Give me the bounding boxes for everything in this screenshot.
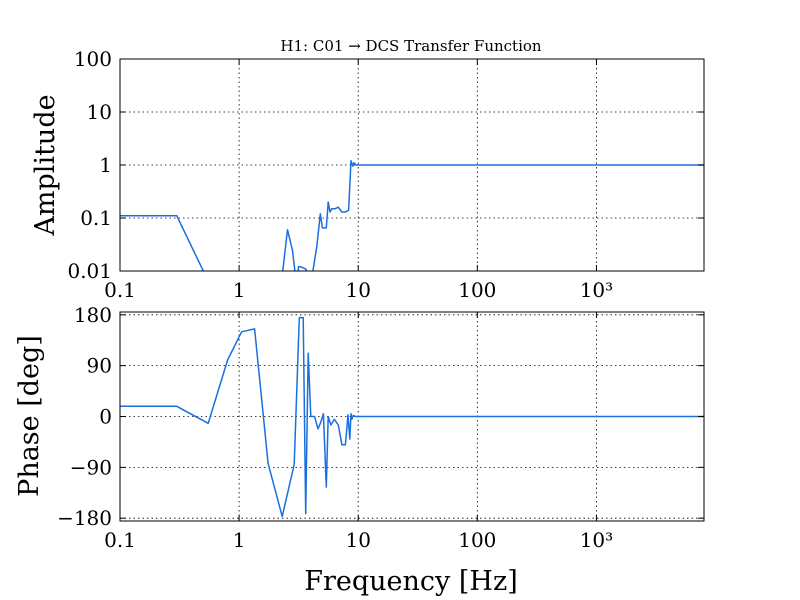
phase-series-line: [120, 316, 704, 518]
amplitude-y-tick-label: 1: [99, 153, 112, 177]
phase-x-tick-label: 1: [233, 528, 246, 552]
phase-y-tick-label: 0: [99, 405, 112, 429]
amplitude-y-tick-label: 100: [74, 47, 112, 71]
amplitude-y-tick-label: 0.1: [80, 206, 112, 230]
phase-x-tick-label: 100: [458, 528, 496, 552]
phase-y-tick-label: −90: [70, 455, 112, 479]
frequency-x-axis-label: Frequency [Hz]: [304, 566, 517, 597]
amplitude-x-tick-label: 0.1: [104, 278, 136, 302]
phase-ticks: 0.1 1 10 100 10³ 180 90 0 −90 −180: [57, 303, 704, 552]
amplitude-x-tick-label: 100: [458, 278, 496, 302]
phase-y-axis-label: Phase [deg]: [14, 335, 45, 497]
amplitude-x-tick-label: 1: [233, 278, 246, 302]
phase-y-tick-label: −180: [57, 506, 112, 530]
phase-y-tick-label: 90: [87, 354, 112, 378]
phase-panel: 0.1 1 10 100 10³ 180 90 0 −90 −180 Phase [deg] Fr…: [14, 303, 705, 597]
phase-x-tick-label: 10³: [580, 528, 613, 552]
chart-title: H1: C01 → DCS Transfer Function: [280, 37, 541, 55]
amplitude-y-axis-label: Amplitude: [30, 94, 61, 236]
amplitude-panel: H1: C01 → DCS Transfer Function 0.1 1 10 10…: [30, 37, 705, 302]
amplitude-y-tick-label: 0.01: [67, 259, 112, 283]
amplitude-x-tick-label: 10: [345, 278, 370, 302]
phase-x-tick-label: 10: [345, 528, 370, 552]
phase-y-tick-label: 180: [74, 303, 112, 327]
amplitude-x-tick-label: 10³: [580, 278, 613, 302]
phase-x-tick-label: 0.1: [104, 528, 136, 552]
amplitude-y-tick-label: 10: [87, 100, 112, 124]
amplitude-series-line: [120, 160, 704, 271]
